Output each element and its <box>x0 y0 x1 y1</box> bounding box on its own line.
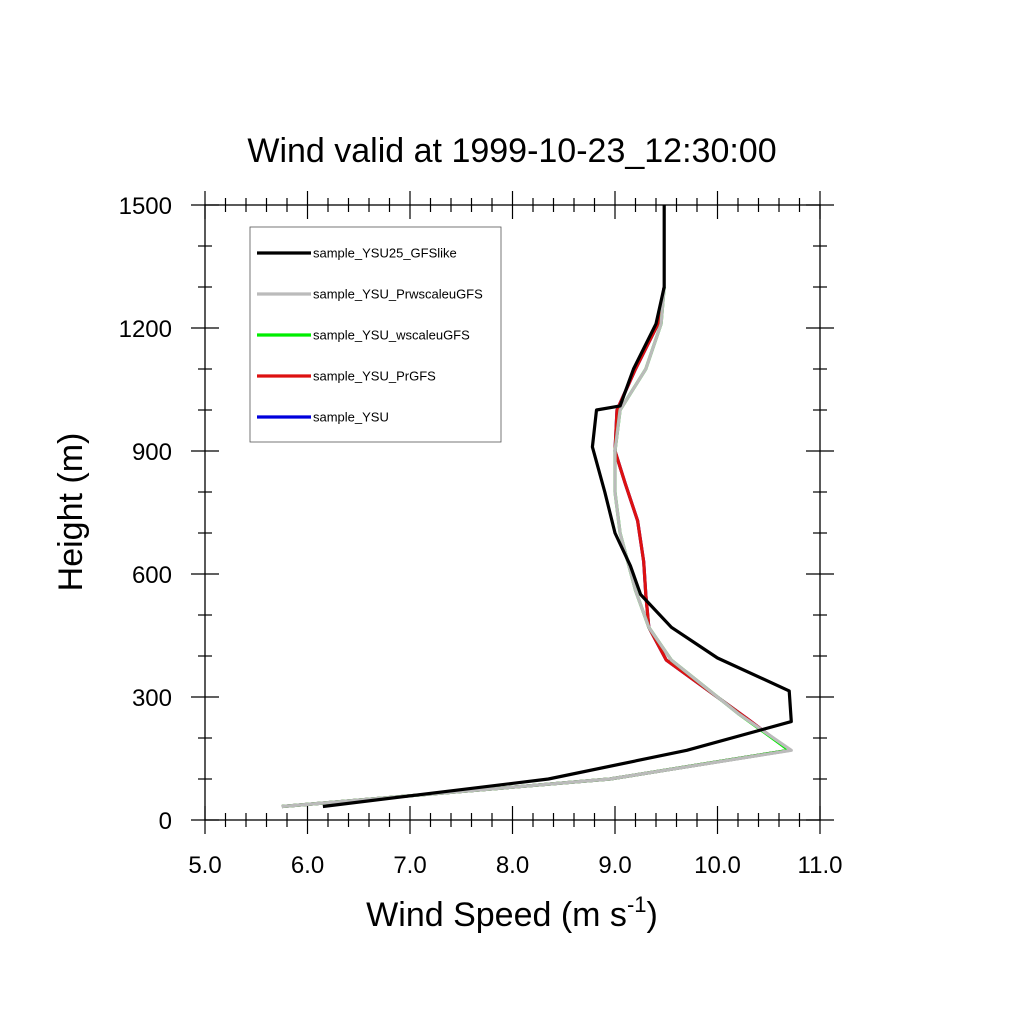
plot-frame <box>204 204 821 821</box>
y-tick-label: 0 <box>159 808 172 835</box>
legend-label: sample_YSU25_GFSlike <box>313 246 457 261</box>
chart-title: Wind valid at 1999-10-23_12:30:00 <box>247 132 776 170</box>
x-axis-title: Wind Speed (m s-1) <box>366 892 658 934</box>
x-tick-label: 7.0 <box>393 852 426 879</box>
x-tick-label: 8.0 <box>496 852 529 879</box>
legend: sample_YSU25_GFSlike sample_YSU_Prwscaleu… <box>249 226 502 443</box>
x-tick-label: 6.0 <box>291 852 324 879</box>
y-tick-label: 600 <box>132 562 172 589</box>
y-tick-label: 300 <box>132 685 172 712</box>
legend-label: sample_YSU <box>313 410 389 425</box>
x-tick-label: 9.0 <box>598 852 631 879</box>
x-tick-label: 11.0 <box>798 852 843 879</box>
y-tick-label: 1200 <box>119 316 172 343</box>
x-axis-title-main: Wind Speed (m s <box>366 896 627 934</box>
y-axis-title: Height (m) <box>52 433 90 592</box>
x-tick-label: 10.0 <box>694 852 741 879</box>
y-tick-label: 900 <box>132 439 172 466</box>
y-tick-label: 1500 <box>119 193 172 220</box>
series-line-sample-ysu25-gfslike <box>322 205 793 809</box>
x-axis-title-close: ) <box>647 896 658 934</box>
legend-label: sample_YSU_PrwscaleuGFS <box>313 287 483 302</box>
axis-tick-labels: 5.0 6.0 7.0 8.0 9.0 10.0 11.0 0 300 600 900 1200 150… <box>119 193 843 879</box>
legend-label: sample_YSU_wscaleuGFS <box>313 328 470 343</box>
x-tick-label: 5.0 <box>188 852 221 879</box>
legend-label: sample_YSU_PrGFS <box>313 369 436 384</box>
plot-series <box>281 205 793 809</box>
x-axis-title-superscript: -1 <box>627 892 647 917</box>
